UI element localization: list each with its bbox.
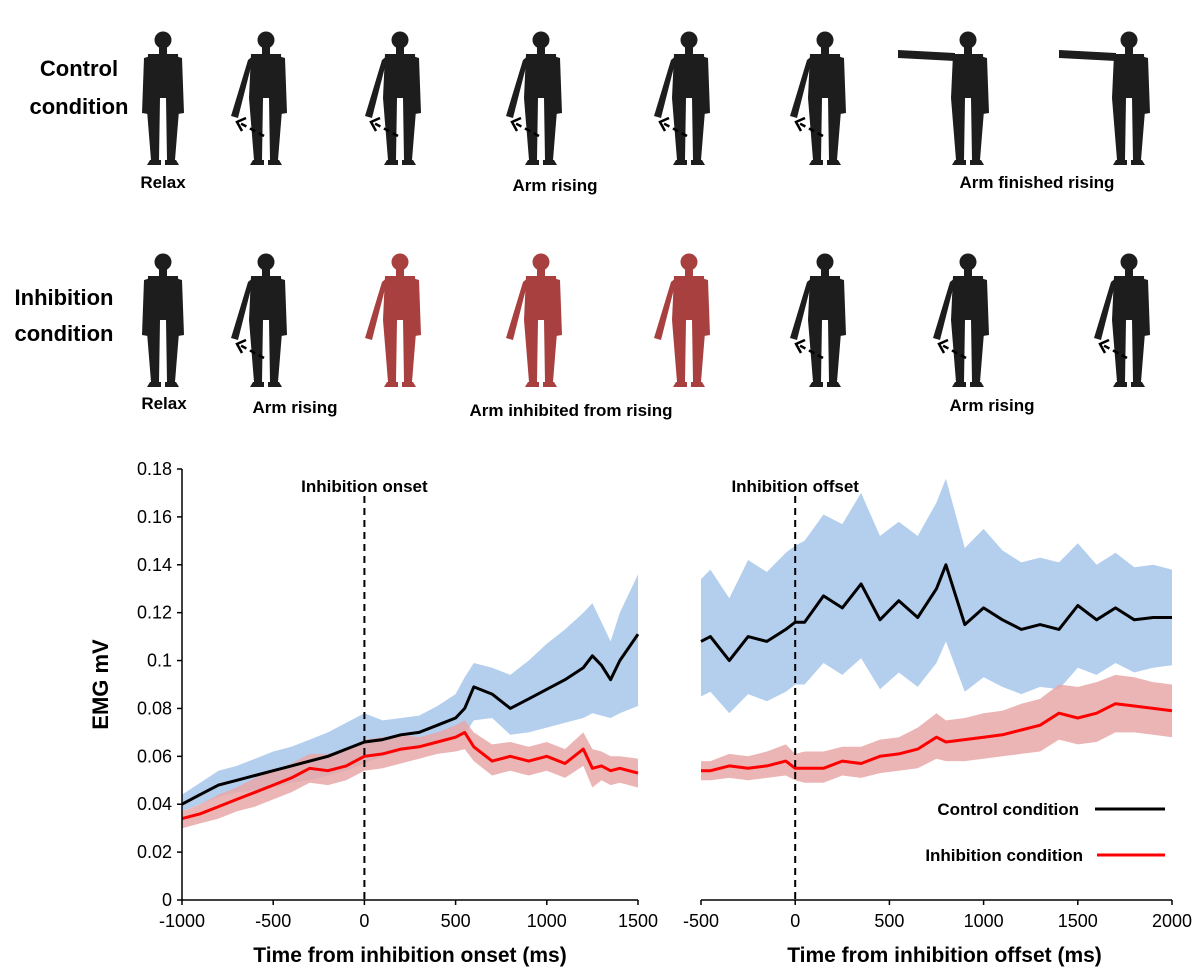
- y-axis-label: EMG mV: [88, 639, 113, 730]
- y-tick-label: 0.08: [137, 698, 172, 718]
- onset-chart: -1000 -500 0 500 1000 1500 0 0.02 0.04 0.06 0.08 0.…: [88, 459, 658, 967]
- offset-chart: -500 0 500 1000 1500 2000 Inhibition offset T…: [683, 477, 1192, 967]
- series-line: [700, 563, 1172, 663]
- person-figure: [933, 253, 989, 387]
- caption-arm-finished-rising: Arm finished rising: [960, 173, 1115, 192]
- caption-relax: Relax: [141, 394, 187, 413]
- x-tick-label: 2000: [1152, 911, 1192, 931]
- y-tick-label: 0.12: [137, 603, 172, 623]
- y-tick-label: 0.1: [147, 651, 172, 671]
- person-figure: [654, 31, 710, 165]
- caption-relax: Relax: [140, 173, 186, 192]
- y-tick-label: 0.02: [137, 842, 172, 862]
- y-tick-label: 0.16: [137, 507, 172, 527]
- y-tick-label: 0.18: [137, 459, 172, 479]
- person-figure: [365, 253, 421, 387]
- rise-arrow-icon: [1098, 338, 1128, 360]
- caption-arm-rising: Arm rising: [949, 396, 1034, 415]
- rise-arrow-icon: [937, 338, 967, 360]
- confidence-bands: [182, 574, 638, 829]
- series-lines: [700, 563, 1173, 773]
- axes: -500 0 500 1000 1500 2000: [683, 496, 1192, 931]
- caption-arm-inhibited: Arm inhibited from rising: [469, 401, 672, 420]
- x-tick-label: 1000: [527, 911, 567, 931]
- person-figure: [1094, 253, 1150, 387]
- x-tick-label: -500: [255, 911, 291, 931]
- vline-label: Inhibition onset: [301, 477, 428, 496]
- series-line: [701, 702, 1173, 773]
- x-tick-label: -500: [683, 911, 719, 931]
- person-figure: [506, 253, 562, 387]
- rise-arrow-icon: [794, 338, 824, 360]
- control-row: Control condition Relax Arm rising Arm f…: [30, 31, 1150, 195]
- person-figure: [790, 31, 846, 165]
- condition-rows: Control condition Relax Arm rising Arm f…: [15, 31, 1150, 420]
- rise-arrow-icon: [510, 116, 540, 138]
- rise-arrow-icon: [235, 338, 265, 360]
- person-figure: [142, 31, 184, 165]
- x-tick-label: 1500: [618, 911, 658, 931]
- y-tick-label: 0.06: [137, 746, 172, 766]
- series-lines: [181, 633, 640, 821]
- figure-strip: [142, 31, 1150, 165]
- row-title-line1: Inhibition: [15, 285, 114, 310]
- figure-strip: [142, 253, 1150, 387]
- x-tick-label: 500: [874, 911, 904, 931]
- series-line: [181, 633, 640, 806]
- y-tick-label: 0.04: [137, 794, 172, 814]
- confidence-band: [182, 720, 638, 829]
- row-title-line1: Control: [40, 56, 118, 81]
- legend-label: Inhibition condition: [925, 846, 1083, 865]
- x-tick-label: 0: [790, 911, 800, 931]
- person-figure: [365, 31, 421, 165]
- person-figure: [654, 253, 710, 387]
- emg-charts: -1000 -500 0 500 1000 1500 0 0.02 0.04 0.06 0.08 0.…: [88, 459, 1192, 967]
- rise-arrow-icon: [369, 116, 399, 138]
- person-figure: [1059, 31, 1150, 165]
- confidence-band: [182, 574, 638, 812]
- person-figure: [231, 253, 287, 387]
- confidence-bands: [701, 478, 1172, 783]
- caption-arm-rising: Arm rising: [252, 398, 337, 417]
- x-tick-label: -1000: [159, 911, 205, 931]
- x-axis-label: Time from inhibition offset (ms): [787, 944, 1102, 967]
- x-tick-label: 500: [441, 911, 471, 931]
- vline-label: Inhibition offset: [731, 477, 859, 496]
- rise-arrow-icon: [658, 116, 688, 138]
- x-tick-label: 0: [359, 911, 369, 931]
- rise-arrow-icon: [794, 116, 824, 138]
- person-figure: [506, 31, 562, 165]
- person-figure: [898, 31, 989, 165]
- legend-label: Control condition: [937, 800, 1079, 819]
- axes: -1000 -500 0 500 1000 1500 0 0.02 0.04 0.06 0.08 0.…: [137, 459, 658, 931]
- y-tick-label: 0: [162, 890, 172, 910]
- x-tick-label: 1500: [1058, 911, 1098, 931]
- row-title-line2: condition: [30, 94, 129, 119]
- person-figure: [231, 31, 287, 165]
- confidence-band: [701, 478, 1172, 714]
- person-figure: [142, 253, 184, 387]
- inhibition-row: Inhibition condition Relax Arm rising Ar…: [15, 253, 1150, 420]
- series-line: [181, 730, 639, 821]
- y-tick-label: 0.14: [137, 555, 172, 575]
- x-axis-label: Time from inhibition onset (ms): [253, 944, 566, 967]
- row-title-line2: condition: [15, 321, 114, 346]
- person-figure: [790, 253, 846, 387]
- x-tick-label: 1000: [964, 911, 1004, 931]
- rise-arrow-icon: [235, 116, 265, 138]
- caption-arm-rising: Arm rising: [512, 176, 597, 195]
- confidence-band: [701, 674, 1172, 783]
- legend: Control condition Inhibition condition: [925, 800, 1165, 865]
